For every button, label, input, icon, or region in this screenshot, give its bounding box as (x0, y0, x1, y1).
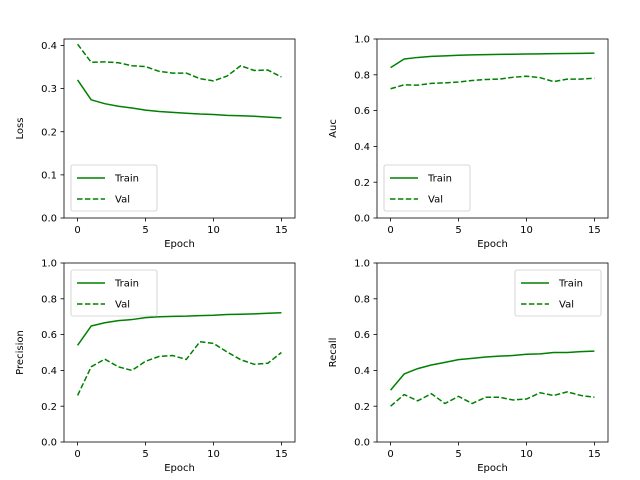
y-axis-label-1: Loss (15, 118, 26, 140)
subplot-1: 0 5 10 15 0.0 0.1 0.2 0.3 0.4 Epoch Loss Train Val (15, 38, 296, 250)
y-tick-label-2-5: 1.0 (354, 35, 370, 46)
legend-label-train-1: Train (114, 174, 139, 185)
axes-frame-2 (376, 38, 609, 219)
subplot-2: 0 5 10 15 0.0 0.2 0.4 0.6 0.8 1.0 Epoch Auc Train Val (328, 35, 609, 250)
y-axis-label-3: Precision (15, 330, 26, 375)
y-tick-label-3-1: 0.2 (41, 402, 57, 413)
legend-4: Train Val (514, 269, 602, 317)
subplot-3: 0 5 10 15 0.0 0.2 0.4 0.6 0.8 1.0 Epoch Precision Tr… (15, 259, 296, 474)
x-tick-label-3-10: 10 (207, 449, 220, 460)
legend-box-3 (70, 269, 158, 317)
y-tick-label-3-4: 0.8 (41, 294, 57, 305)
subplot-4: 0 5 10 15 0.0 0.2 0.4 0.6 0.8 1.0 Epoch Recall Train… (328, 259, 609, 474)
y-tick-label-1-1: 0.1 (41, 170, 57, 181)
y-tick-label-4-3: 0.6 (354, 330, 370, 341)
y-axis-label-2: Auc (328, 119, 339, 138)
series-line-train-3 (76, 312, 282, 346)
x-tick-label-3-0: 0 (74, 449, 80, 460)
x-tick-label-3-5: 5 (142, 449, 148, 460)
y-tick-label-3-0: 0.0 (41, 438, 57, 449)
legend-1: Train Val (70, 164, 158, 212)
x-tick-label-4-15: 15 (588, 449, 601, 460)
x-tick-label-2-5: 5 (455, 225, 461, 236)
x-axis-label-3: Epoch (164, 463, 195, 474)
x-tick-label-3-15: 15 (275, 449, 288, 460)
x-tick-label-1-0: 0 (74, 225, 80, 236)
axes-frame-4 (376, 262, 609, 443)
legend-label-val-2: Val (428, 195, 443, 206)
series-line-val-3 (76, 341, 282, 396)
series-line-val-2 (390, 75, 595, 90)
x-tick-label-2-15: 15 (588, 225, 601, 236)
legend-label-val-4: Val (559, 300, 574, 311)
axes-frame-1 (63, 38, 296, 219)
x-tick-label-2-10: 10 (520, 225, 533, 236)
y-tick-label-1-0: 0.0 (41, 214, 57, 225)
legend-label-val-3: Val (115, 300, 130, 311)
y-tick-label-2-3: 0.6 (354, 106, 370, 117)
y-tick-label-1-4: 0.4 (41, 41, 57, 52)
y-tick-label-3-5: 1.0 (41, 259, 57, 270)
y-tick-label-2-1: 0.2 (354, 178, 370, 189)
y-tick-label-4-1: 0.2 (354, 402, 370, 413)
legend-box-2 (383, 164, 471, 212)
y-tick-label-3-3: 0.6 (41, 330, 57, 341)
x-tick-label-4-0: 0 (387, 449, 393, 460)
y-tick-label-2-2: 0.4 (354, 142, 370, 153)
x-tick-label-4-10: 10 (520, 449, 533, 460)
series-line-val-1 (76, 43, 282, 82)
series-line-train-4 (390, 350, 595, 391)
legend-box-4 (514, 269, 602, 317)
x-tick-label-2-0: 0 (387, 225, 393, 236)
legend-label-train-2: Train (427, 174, 452, 185)
y-axis-label-4: Recall (328, 338, 339, 368)
x-axis-label-4: Epoch (477, 463, 508, 474)
y-tick-label-3-2: 0.4 (41, 366, 57, 377)
y-tick-label-4-2: 0.4 (354, 366, 370, 377)
axes-frame-3 (63, 262, 296, 443)
legend-label-train-4: Train (558, 279, 583, 290)
series-line-train-2 (390, 52, 595, 69)
x-tick-label-1-10: 10 (207, 225, 220, 236)
legend-label-val-1: Val (115, 195, 130, 206)
legend-2: Train Val (383, 164, 471, 212)
x-axis-label-2: Epoch (477, 239, 508, 250)
x-axis-label-1: Epoch (164, 239, 195, 250)
y-tick-label-4-0: 0.0 (354, 438, 370, 449)
y-tick-label-1-2: 0.2 (41, 127, 57, 138)
y-tick-label-2-0: 0.0 (354, 214, 370, 225)
series-line-val-4 (390, 391, 595, 407)
y-tick-label-2-4: 0.8 (354, 70, 370, 81)
legend-label-train-3: Train (114, 279, 139, 290)
x-tick-label-4-5: 5 (455, 449, 461, 460)
series-line-train-1 (76, 79, 282, 119)
x-tick-label-1-15: 15 (275, 225, 288, 236)
x-tick-label-1-5: 5 (142, 225, 148, 236)
y-tick-label-4-4: 0.8 (354, 294, 370, 305)
legend-box-1 (70, 164, 158, 212)
y-tick-label-1-3: 0.3 (41, 84, 57, 95)
legend-3: Train Val (70, 269, 158, 317)
y-tick-label-4-5: 1.0 (354, 259, 370, 270)
